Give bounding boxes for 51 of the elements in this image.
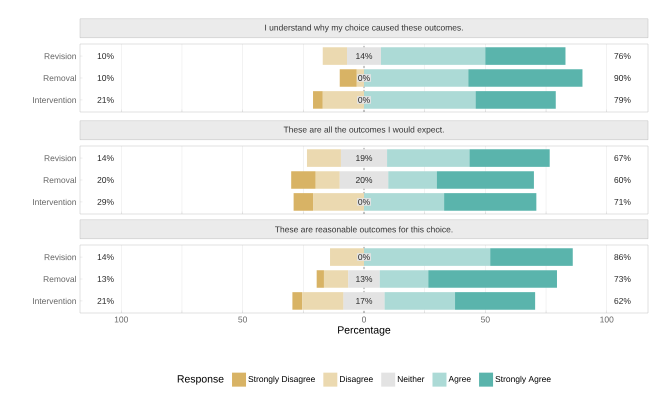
- legend-label: Agree: [448, 376, 471, 384]
- annotation: 14%: [98, 254, 114, 260]
- annotation: 20%: [98, 177, 114, 183]
- data-label: 19%: [356, 155, 372, 162]
- y-tick-label: Revision: [44, 254, 76, 260]
- annotation: 21%: [98, 298, 114, 304]
- annotation: 90%: [614, 75, 631, 81]
- x-tick-label: 100: [600, 316, 614, 323]
- data-label: 13%: [356, 276, 372, 282]
- data-label: 14%: [356, 53, 372, 60]
- y-tick-label: Intervention: [33, 298, 76, 304]
- y-tick-label: Intervention: [33, 198, 76, 206]
- chart-title: These are reasonable outcomes for this choice.: [274, 226, 452, 232]
- data-label: 20%: [356, 177, 372, 183]
- x-tick-label: 50: [238, 316, 248, 323]
- chart-title: These are all the outcomes I would expect.: [284, 126, 444, 134]
- y-tick-label: Removal: [44, 74, 76, 82]
- annotation: 13%: [98, 276, 114, 282]
- annotation: 67%: [614, 155, 631, 162]
- annotation: 21%: [98, 96, 114, 103]
- annotation: 76%: [614, 53, 631, 60]
- annotation: 10%: [98, 53, 114, 60]
- annotation: 29%: [98, 198, 114, 205]
- x-tick-label: 0: [362, 316, 366, 323]
- annotation: 79%: [614, 96, 631, 103]
- annotation: 62%: [614, 298, 631, 304]
- annotation: 86%: [614, 254, 631, 260]
- x-tick-label: 100: [114, 316, 128, 323]
- data-label: 17%: [356, 298, 372, 304]
- x-tick-label: 50: [481, 316, 490, 323]
- data-label: 0%: [358, 75, 370, 81]
- annotation: 14%: [98, 155, 114, 162]
- y-tick-label: Removal: [44, 276, 76, 282]
- annotation: 71%: [614, 198, 631, 205]
- legend-title: Response: [178, 375, 224, 385]
- y-tick-label: Revision: [44, 52, 76, 60]
- annotation: 73%: [614, 276, 631, 282]
- legend-label: Strongly Agree: [495, 376, 551, 384]
- data-label: 0%: [358, 254, 370, 260]
- legend-label: Strongly Disagree: [248, 376, 315, 384]
- y-tick-label: Intervention: [33, 96, 76, 104]
- annotation: 60%: [614, 177, 631, 183]
- data-label: 0%: [358, 96, 370, 103]
- data-label: 0%: [358, 198, 370, 205]
- y-tick-label: Removal: [44, 176, 76, 184]
- legend-label: Disagree: [340, 376, 373, 384]
- x-axis-title: Percentage: [338, 326, 390, 336]
- chart-title: I understand why my choice caused these outcomes.: [265, 24, 463, 32]
- annotation: 10%: [98, 75, 114, 81]
- y-tick-label: Revision: [44, 154, 76, 162]
- legend-label: Neither: [398, 376, 424, 382]
